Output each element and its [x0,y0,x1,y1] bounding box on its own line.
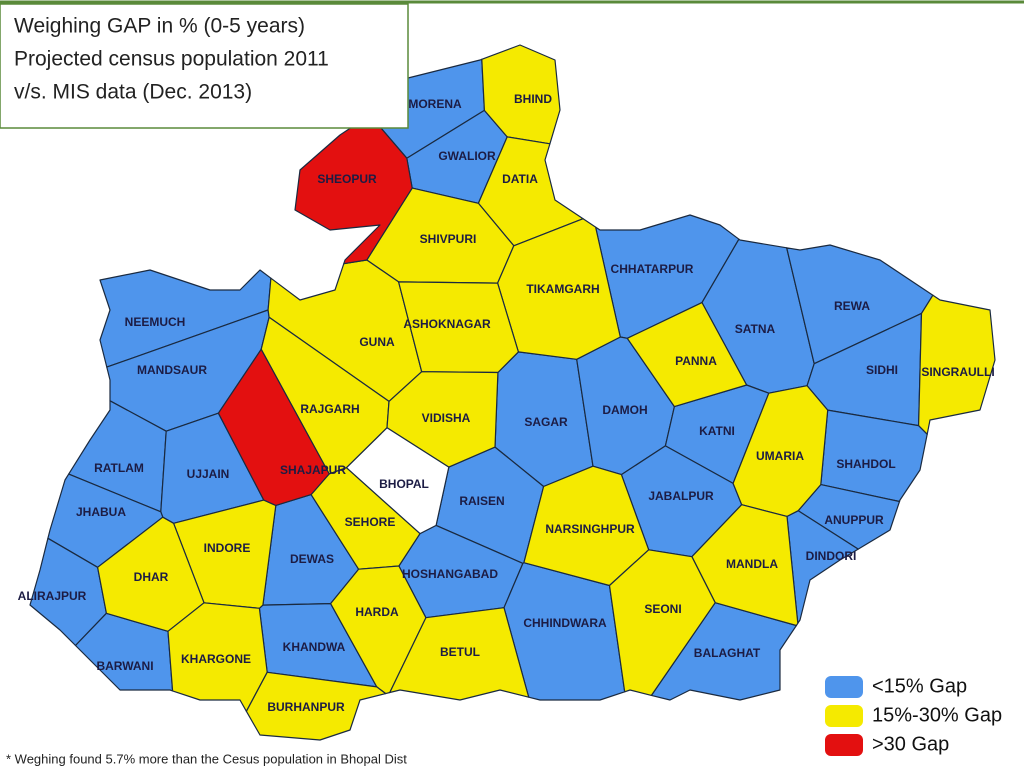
title-line: Weighing GAP in % (0-5 years) [14,15,305,38]
district-label: BURHANPUR [267,700,345,714]
district-label: GWALIOR [438,149,496,163]
district-label: SHIVPURI [420,232,477,246]
district-label: SHEOPUR [317,172,377,186]
district-label: KHANDWA [283,640,346,654]
title-line: Projected census population 2011 [14,48,329,71]
title-line: v/s. MIS data (Dec. 2013) [14,81,252,104]
district [608,549,716,697]
district-label: SAGAR [524,415,568,429]
district-label: BHOPAL [379,477,429,491]
district-label: CHHINDWARA [523,616,607,630]
district-label: DAMOH [602,403,647,417]
district-label: MORENA [408,97,462,111]
district-label: SIDHI [866,363,898,377]
district-label: VIDISHA [422,411,471,425]
district [217,348,330,506]
legend-swatch [825,705,863,727]
district [481,44,561,145]
district-layer [29,44,996,741]
district-label: DEWAS [290,552,334,566]
district-label: MANDLA [726,557,778,571]
district-label: RAISEN [459,494,504,508]
district-label: RATLAM [94,461,144,475]
district [167,602,268,712]
district-label: NARSINGHPUR [545,522,635,536]
district-label: ASHOKNAGAR [403,317,491,331]
district-label: JHABUA [76,505,126,519]
footnote: * Weghing found 5.7% more than the Cesus… [6,751,407,766]
district-label: ALIRAJPUR [18,589,87,603]
district-label: GUNA [359,335,395,349]
district-label: SHAHDOL [836,457,895,471]
label-layer: MORENA GWALIOR CHHATARPUR NEEMUCH SATNA REWA S… [18,92,995,714]
legend-swatch [825,734,863,756]
district-label: SINGRAULLI [921,365,994,379]
district-label: HOSHANGABAD [402,567,498,581]
title-box [0,3,409,129]
district-label: KHARGONE [181,652,251,666]
district-label: SEONI [644,602,681,616]
district [732,385,829,518]
district-label: SATNA [735,322,776,336]
district [398,281,520,374]
district-label: ANUPPUR [824,513,884,527]
legend: <15% Gap 15%-30% Gap >30 Gap [825,675,1002,756]
district [389,607,530,701]
district-label: BHIND [514,92,552,106]
district-label: MANDSAUR [137,363,207,377]
district-label: HARDA [355,605,399,619]
district-label: INDORE [204,541,251,555]
district-label: RAJGARH [300,402,359,416]
district-label: DHAR [134,570,169,584]
district-label: KATNI [699,424,735,438]
district-label: BARWANI [96,659,153,673]
district-label: SHAJAPUR [280,463,346,477]
district [345,427,450,535]
district [917,294,996,435]
district-label: NEEMUCH [125,315,186,329]
district-label: CHHATARPUR [611,262,694,276]
district [626,302,748,408]
legend-label: >30 Gap [872,733,949,755]
district-label: BALAGHAT [694,646,761,660]
district-label: DATIA [502,172,538,186]
district [294,111,413,265]
legend-swatch [825,676,863,698]
legend-label: 15%-30% Gap [872,704,1002,726]
district-label: TIKAMGARH [526,282,599,296]
district-label: DINDORI [806,549,857,563]
district-label: UJJAIN [187,467,230,481]
district-label: JABALPUR [648,489,714,503]
legend-label: <15% Gap [872,675,967,697]
district-label: REWA [834,299,870,313]
district-label: BETUL [440,645,480,659]
district [497,218,621,360]
district [245,671,387,741]
district-label: UMARIA [756,449,804,463]
district-label: PANNA [675,354,717,368]
district-label: SEHORE [345,515,396,529]
